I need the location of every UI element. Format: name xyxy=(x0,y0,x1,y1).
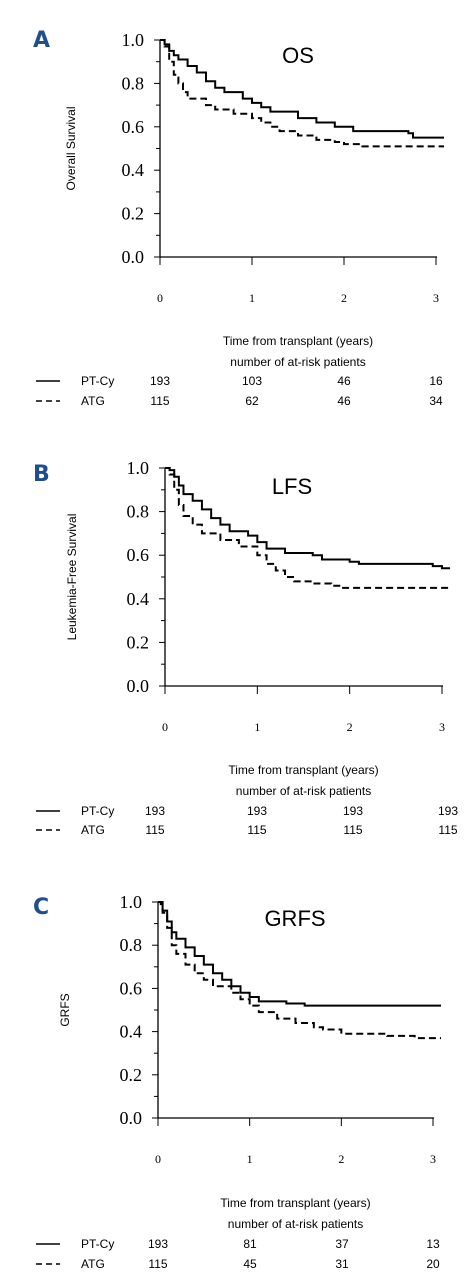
at-risk-count: 115 xyxy=(343,823,362,837)
x-axis-label: Time from transplant (years) xyxy=(223,334,373,348)
at-risk-count: 115 xyxy=(247,823,266,837)
chart-title: OS xyxy=(282,43,314,68)
y-tick-label: 0.0 xyxy=(120,1108,143,1128)
y-tick-label: 0.2 xyxy=(127,632,150,652)
y-tick-label: 0.4 xyxy=(120,1022,143,1042)
chart-title: GRFS xyxy=(264,906,325,931)
chart-panel-c: C 0.0 0.2 0.4 0.6 0.8 1.0 0 1 2 3 GRFS GRFS Time from… xyxy=(33,892,441,1271)
panel-letter: C xyxy=(33,895,49,920)
y-tick-label: 1.0 xyxy=(122,30,145,50)
legend-label: PT-Cy xyxy=(81,374,114,388)
x-tick-label: 1 xyxy=(247,1152,253,1166)
at-risk-count: 20 xyxy=(426,1257,440,1271)
at-risk-count: 103 xyxy=(242,374,262,388)
at-risk-count: 115 xyxy=(438,823,457,837)
y-axis-label: Overall Survival xyxy=(64,106,78,190)
x-tick-label: 0 xyxy=(157,291,163,305)
at-risk-count: 193 xyxy=(343,804,363,818)
legend-label: ATG xyxy=(81,394,105,408)
series-line-pt-cy xyxy=(160,39,444,139)
x-tick-label: 2 xyxy=(338,1152,344,1166)
chart-title: LFS xyxy=(272,474,312,499)
y-tick-label: 0.0 xyxy=(122,247,145,267)
x-tick-label: 1 xyxy=(249,291,255,305)
chart-panel-a: A 0.0 0.2 0.4 0.6 0.8 1.0 0 1 2 3 OS Overall Surviva… xyxy=(33,28,444,408)
at-risk-count: 115 xyxy=(150,394,169,408)
legend-label: PT-Cy xyxy=(81,1237,114,1251)
at-risk-count: 193 xyxy=(247,804,267,818)
y-tick-label: 0.8 xyxy=(120,935,143,955)
legend-label: ATG xyxy=(81,823,105,837)
risk-table-header: number of at-risk patients xyxy=(228,1217,363,1231)
y-tick-label: 0.6 xyxy=(120,978,143,998)
y-tick-label: 0.6 xyxy=(127,545,150,565)
at-risk-count: 81 xyxy=(243,1237,257,1251)
chart-panel-b: B 0.0 0.2 0.4 0.6 0.8 1.0 0 1 2 3 LFS Leukemia-Free … xyxy=(33,458,458,837)
at-risk-count: 34 xyxy=(429,394,443,408)
y-tick-label: 0.6 xyxy=(122,117,145,137)
at-risk-count: 193 xyxy=(438,804,458,818)
panel-letter: A xyxy=(33,28,50,53)
y-tick-label: 0.2 xyxy=(122,204,145,224)
series-line-atg xyxy=(160,39,444,148)
at-risk-count: 193 xyxy=(145,804,165,818)
at-risk-count: 31 xyxy=(335,1257,349,1271)
y-tick-label: 0.8 xyxy=(122,73,145,93)
x-tick-label: 2 xyxy=(347,720,353,734)
legend-label: ATG xyxy=(81,1257,105,1271)
y-tick-label: 0.4 xyxy=(122,160,145,180)
at-risk-count: 62 xyxy=(245,394,259,408)
series-line-pt-cy xyxy=(165,467,450,570)
x-tick-label: 3 xyxy=(439,720,445,734)
y-tick-label: 0.0 xyxy=(127,676,150,696)
legend-label: PT-Cy xyxy=(81,804,114,818)
x-axis-label: Time from transplant (years) xyxy=(228,763,378,777)
y-tick-label: 0.2 xyxy=(120,1065,143,1085)
panel-letter: B xyxy=(33,462,50,487)
at-risk-count: 115 xyxy=(148,1257,167,1271)
x-tick-label: 2 xyxy=(341,291,347,305)
at-risk-count: 16 xyxy=(429,374,443,388)
at-risk-count: 193 xyxy=(148,1237,168,1251)
x-tick-label: 3 xyxy=(430,1152,436,1166)
y-axis-label: Leukemia-Free Survival xyxy=(65,514,79,641)
x-tick-label: 0 xyxy=(162,720,168,734)
at-risk-count: 46 xyxy=(337,394,351,408)
at-risk-count: 37 xyxy=(335,1237,349,1251)
risk-table-header: number of at-risk patients xyxy=(230,355,365,369)
risk-table-header: number of at-risk patients xyxy=(236,784,371,798)
y-tick-label: 1.0 xyxy=(120,892,143,912)
x-axis-label: Time from transplant (years) xyxy=(220,1196,370,1210)
y-tick-label: 1.0 xyxy=(127,458,150,478)
at-risk-count: 193 xyxy=(150,374,170,388)
x-tick-label: 1 xyxy=(254,720,260,734)
y-tick-label: 0.4 xyxy=(127,589,150,609)
at-risk-count: 45 xyxy=(243,1257,257,1271)
at-risk-count: 115 xyxy=(145,823,164,837)
at-risk-count: 46 xyxy=(337,374,351,388)
y-axis-label: GRFS xyxy=(58,993,72,1026)
x-tick-label: 0 xyxy=(155,1152,161,1166)
y-tick-label: 0.8 xyxy=(127,502,150,522)
at-risk-count: 13 xyxy=(426,1237,440,1251)
series-line-atg xyxy=(158,901,441,1040)
x-tick-label: 3 xyxy=(433,291,439,305)
